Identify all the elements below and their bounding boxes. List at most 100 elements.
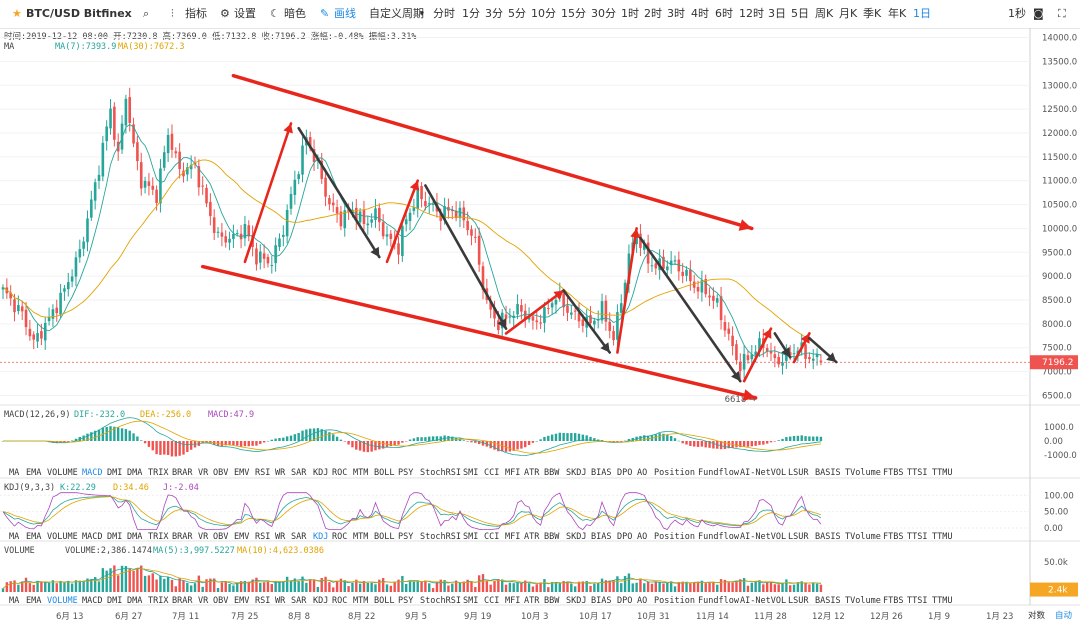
- tab-emv[interactable]: EMV: [234, 532, 250, 542]
- tab-mtm[interactable]: MTM: [353, 532, 369, 542]
- tab-kdj[interactable]: KDJ: [313, 532, 329, 542]
- tab-dmi[interactable]: DMI: [107, 468, 123, 478]
- tab-ttsi[interactable]: TTSI: [907, 596, 928, 606]
- tab-bbw[interactable]: BBW: [544, 468, 560, 478]
- tab-mtm[interactable]: MTM: [353, 596, 369, 606]
- interval-6h[interactable]: 6时: [715, 7, 733, 20]
- tab-ao[interactable]: AO: [637, 596, 648, 606]
- interval-10m[interactable]: 10分: [531, 7, 556, 20]
- interval-30m[interactable]: 30分: [591, 7, 616, 20]
- tab-bbw[interactable]: BBW: [544, 532, 560, 542]
- tab-smi[interactable]: SMI: [463, 532, 479, 542]
- tab-dpo[interactable]: DPO: [617, 532, 633, 542]
- tab-psy[interactable]: PSY: [398, 596, 414, 606]
- interval-4h[interactable]: 4时: [691, 7, 709, 20]
- interval-week[interactable]: 周K: [815, 7, 834, 20]
- tab-position[interactable]: Position: [654, 596, 695, 606]
- tab-trix[interactable]: TRIX: [148, 468, 169, 478]
- tab-dma[interactable]: DMA: [127, 532, 143, 542]
- tab-macd[interactable]: MACD: [82, 532, 103, 542]
- tab-boll[interactable]: BOLL: [374, 532, 395, 542]
- tab-position[interactable]: Position: [654, 468, 695, 478]
- tab-sar[interactable]: SAR: [291, 468, 307, 478]
- tab-ftbs[interactable]: FTBS: [883, 532, 904, 542]
- tab-wr[interactable]: WR: [275, 596, 286, 606]
- tab-tvolume[interactable]: TVolume: [845, 532, 881, 542]
- tab-boll[interactable]: BOLL: [374, 596, 395, 606]
- tab-ai-netvol[interactable]: AI-NetVOL: [740, 468, 787, 478]
- fullscreen-icon[interactable]: ⛶: [1058, 7, 1066, 20]
- tab-ma[interactable]: MA: [9, 596, 20, 606]
- tab-bias[interactable]: BIAS: [591, 596, 612, 606]
- tab-atr[interactable]: ATR: [524, 532, 540, 542]
- interval-5m[interactable]: 5分: [508, 7, 526, 20]
- favorite-star-icon[interactable]: ★: [12, 7, 22, 20]
- interval-year[interactable]: 年K: [888, 7, 907, 20]
- tab-dma[interactable]: DMA: [127, 596, 143, 606]
- tab-ema[interactable]: EMA: [26, 468, 42, 478]
- tab-lsur[interactable]: LSUR: [788, 532, 809, 542]
- tab-ai-netvol[interactable]: AI-NetVOL: [740, 596, 787, 606]
- tab-ttmu[interactable]: TTMU: [932, 532, 953, 542]
- tab-skdj[interactable]: SKDJ: [566, 532, 587, 542]
- tab-basis[interactable]: BASIS: [815, 468, 841, 478]
- tab-bias[interactable]: BIAS: [591, 532, 612, 542]
- tab-psy[interactable]: PSY: [398, 532, 414, 542]
- interval-12h[interactable]: 12时: [739, 7, 764, 20]
- tab-ma[interactable]: MA: [9, 532, 20, 542]
- tab-volume[interactable]: VOLUME: [47, 596, 78, 606]
- tab-atr[interactable]: ATR: [524, 468, 540, 478]
- tab-sar[interactable]: SAR: [291, 532, 307, 542]
- tab-obv[interactable]: OBV: [213, 468, 229, 478]
- tab-ma[interactable]: MA: [9, 468, 20, 478]
- tab-dma[interactable]: DMA: [127, 468, 143, 478]
- tab-volume[interactable]: VOLUME: [47, 532, 78, 542]
- tab-brar[interactable]: BRAR: [172, 532, 193, 542]
- tab-atr[interactable]: ATR: [524, 596, 540, 606]
- interval-timeline[interactable]: 分时: [433, 7, 455, 20]
- indicators-button[interactable]: 指标: [185, 7, 207, 20]
- tab-rsi[interactable]: RSI: [255, 596, 271, 606]
- tab-bbw[interactable]: BBW: [544, 596, 560, 606]
- tab-basis[interactable]: BASIS: [815, 532, 841, 542]
- tab-skdj[interactable]: SKDJ: [566, 596, 587, 606]
- tab-kdj[interactable]: KDJ: [313, 596, 329, 606]
- tab-brar[interactable]: BRAR: [172, 596, 193, 606]
- tab-basis[interactable]: BASIS: [815, 596, 841, 606]
- interval-1d[interactable]: 1日: [913, 7, 931, 20]
- refresh-interval-select[interactable]: 1秒: [1008, 7, 1026, 20]
- tab-vr[interactable]: VR: [198, 532, 209, 542]
- tab-rsi[interactable]: RSI: [255, 468, 271, 478]
- tab-emv[interactable]: EMV: [234, 468, 250, 478]
- tab-cci[interactable]: CCI: [484, 532, 500, 542]
- tab-cci[interactable]: CCI: [484, 468, 500, 478]
- tab-ema[interactable]: EMA: [26, 596, 42, 606]
- tab-tvolume[interactable]: TVolume: [845, 596, 881, 606]
- tab-stochrsi[interactable]: StochRSI: [420, 532, 461, 542]
- camera-icon[interactable]: ◙: [1033, 7, 1044, 20]
- tab-ttsi[interactable]: TTSI: [907, 468, 928, 478]
- tab-roc[interactable]: ROC: [332, 532, 348, 542]
- tab-fundflow[interactable]: Fundflow: [698, 596, 739, 606]
- tab-ai-netvol[interactable]: AI-NetVOL: [740, 532, 787, 542]
- tab-rsi[interactable]: RSI: [255, 532, 271, 542]
- tab-volume[interactable]: VOLUME: [47, 468, 78, 478]
- interval-3h[interactable]: 3时: [667, 7, 685, 20]
- tab-skdj[interactable]: SKDJ: [566, 468, 587, 478]
- tab-macd[interactable]: MACD: [82, 596, 103, 606]
- tab-cci[interactable]: CCI: [484, 596, 500, 606]
- draw-line-button[interactable]: 画线: [334, 7, 356, 20]
- tab-vr[interactable]: VR: [198, 596, 209, 606]
- interval-3d[interactable]: 3日: [768, 7, 786, 20]
- tab-dpo[interactable]: DPO: [617, 468, 633, 478]
- tab-lsur[interactable]: LSUR: [788, 596, 809, 606]
- dark-mode-button[interactable]: 暗色: [284, 7, 306, 20]
- tab-obv[interactable]: OBV: [213, 596, 229, 606]
- tab-mtm[interactable]: MTM: [353, 468, 369, 478]
- tab-ftbs[interactable]: FTBS: [883, 468, 904, 478]
- interval-2h[interactable]: 2时: [644, 7, 662, 20]
- tab-smi[interactable]: SMI: [463, 468, 479, 478]
- tab-ao[interactable]: AO: [637, 532, 648, 542]
- tab-sar[interactable]: SAR: [291, 596, 307, 606]
- tab-psy[interactable]: PSY: [398, 468, 414, 478]
